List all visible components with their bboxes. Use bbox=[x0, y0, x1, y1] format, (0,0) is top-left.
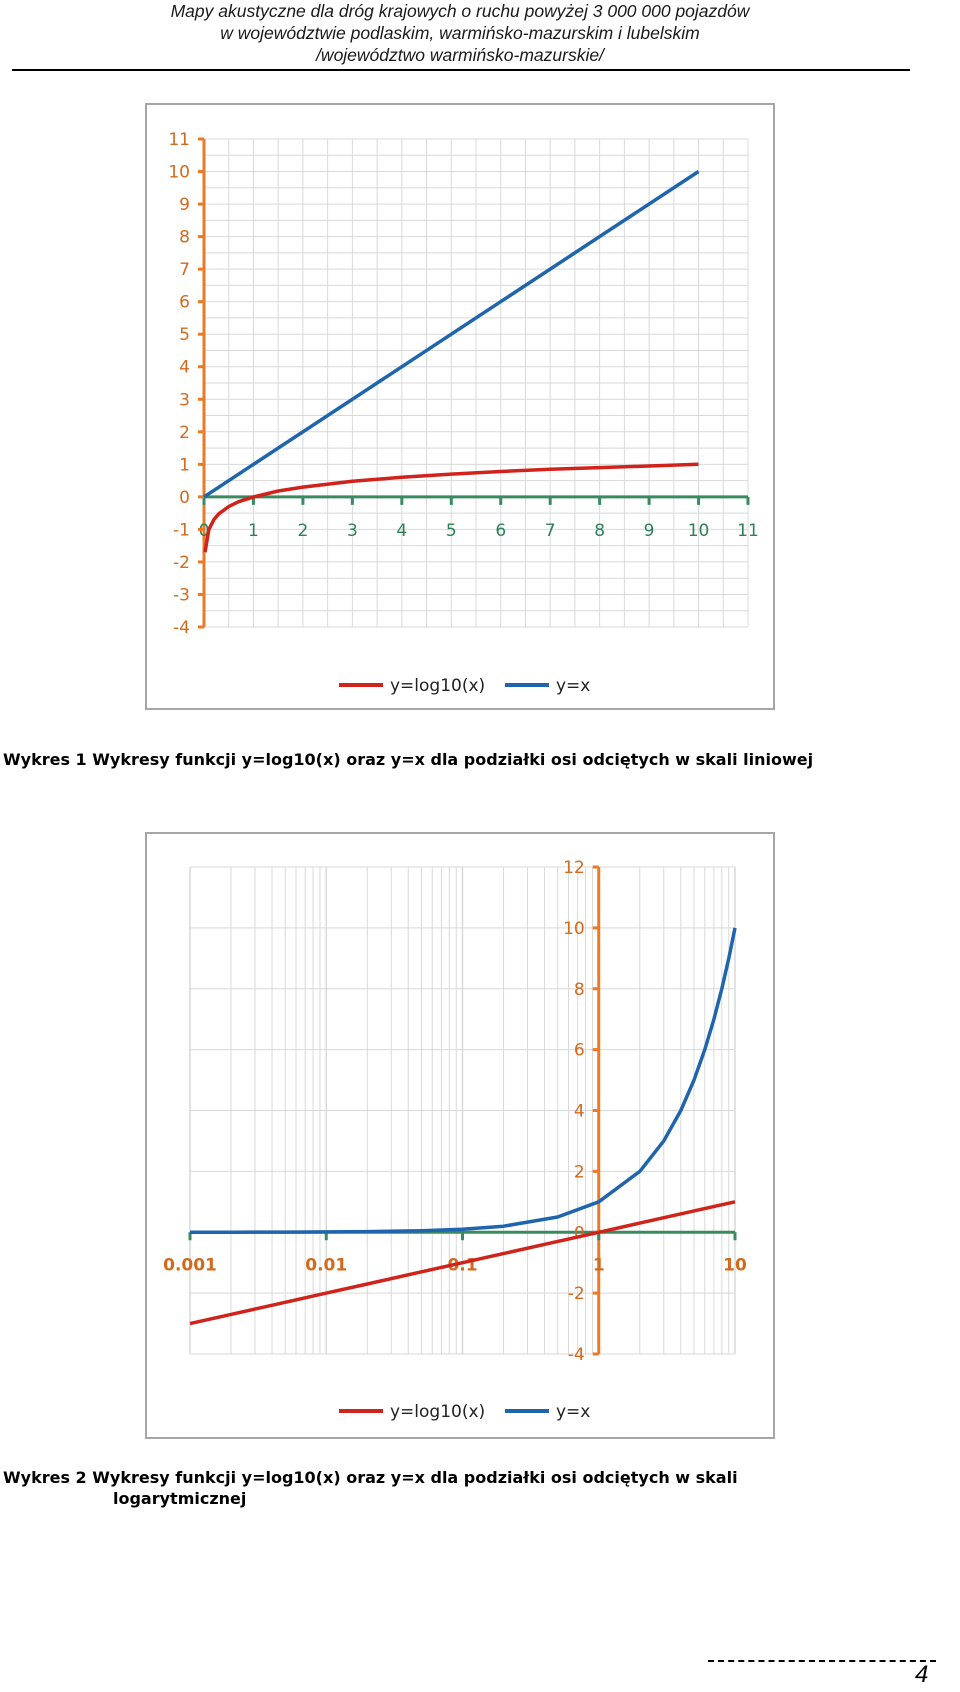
x-tick-label: 10 bbox=[688, 521, 710, 541]
x-tick-label: 3 bbox=[347, 521, 358, 541]
x-tick-label: 1 bbox=[593, 1255, 605, 1275]
y-tick-label: 8 bbox=[574, 980, 585, 1000]
x-tick-label: 4 bbox=[396, 521, 407, 541]
y-tick-label: -4 bbox=[173, 618, 190, 638]
x-tick-label: 8 bbox=[594, 521, 605, 541]
y-tick-label: 8 bbox=[179, 228, 190, 248]
y-tick-label: 2 bbox=[574, 1162, 585, 1182]
y-tick-label: 2 bbox=[179, 423, 190, 443]
header-line-1: Mapy akustyczne dla dróg krajowych o ruc… bbox=[170, 1, 750, 21]
y-tick-label: 5 bbox=[179, 325, 190, 345]
series-line-log10 bbox=[189, 1200, 736, 1326]
x-tick-label: 11 bbox=[737, 521, 759, 541]
y-tick-label: 9 bbox=[179, 195, 190, 215]
y-tick-label: -2 bbox=[173, 553, 190, 573]
chart-1: 0123456789101111109876543210-1-2-3-4y=lo… bbox=[145, 103, 775, 710]
page-header: Mapy akustyczne dla dróg krajowych o ruc… bbox=[0, 0, 920, 66]
y-tick-label: 6 bbox=[179, 293, 190, 313]
y-tick-label: -4 bbox=[568, 1345, 585, 1365]
x-tick-label: 5 bbox=[446, 521, 457, 541]
y-tick-label: 3 bbox=[179, 390, 190, 410]
legend-label: y=x bbox=[556, 676, 590, 696]
x-tick-label: 1 bbox=[248, 521, 259, 541]
series-line-log10 bbox=[203, 462, 699, 553]
x-tick-label: 9 bbox=[644, 521, 655, 541]
x-tick-label: 2 bbox=[297, 521, 308, 541]
y-tick-label: 4 bbox=[179, 358, 190, 378]
x-tick-label: 10 bbox=[723, 1255, 747, 1275]
chart-2-caption: Wykres 2 Wykresy funkcji y=log10(x) oraz… bbox=[3, 1467, 903, 1509]
y-tick-label: 10 bbox=[168, 163, 190, 183]
chart-2-caption-line-2: logarytmicznej bbox=[113, 1489, 247, 1508]
y-tick-label: 7 bbox=[179, 260, 190, 280]
x-tick-label: 0.001 bbox=[163, 1255, 217, 1275]
footer-divider bbox=[708, 1660, 936, 1662]
y-tick-label: 0 bbox=[574, 1223, 585, 1243]
header-line-2: w województwie podlaskim, warmińsko-mazu… bbox=[220, 23, 700, 43]
y-tick-label: 1 bbox=[179, 455, 190, 475]
y-tick-label: 12 bbox=[563, 858, 585, 878]
chart-2-caption-line-1: Wykres 2 Wykresy funkcji y=log10(x) oraz… bbox=[3, 1468, 738, 1487]
header-line-3: /województwo warmińsko-mazurskie/ bbox=[316, 45, 604, 65]
y-tick-label: 11 bbox=[168, 130, 190, 150]
chart-1-caption: Wykres 1 Wykresy funkcji y=log10(x) oraz… bbox=[3, 750, 814, 769]
chart-1-svg: 0123456789101111109876543210-1-2-3-4y=lo… bbox=[168, 130, 759, 696]
series-line-identity bbox=[190, 927, 737, 1234]
legend-label: y=x bbox=[556, 1402, 590, 1422]
series-line-identity bbox=[203, 170, 700, 499]
y-tick-label: 6 bbox=[574, 1041, 585, 1061]
chart-2: 0.001 0.01 0.1 1 10 12 10 8 6 4 2 0 -2 -4 y=log10(x) y=… bbox=[145, 832, 775, 1439]
x-tick-label: 0.01 bbox=[305, 1255, 347, 1275]
legend-label: y=log10(x) bbox=[390, 1402, 485, 1422]
y-tick-label: -2 bbox=[568, 1284, 585, 1304]
x-tick-label: 7 bbox=[545, 521, 556, 541]
header-divider bbox=[12, 69, 910, 71]
y-tick-label: 10 bbox=[563, 919, 585, 939]
legend-label: y=log10(x) bbox=[390, 676, 485, 696]
x-tick-label: 6 bbox=[495, 521, 506, 541]
page-number: 4 bbox=[915, 1661, 929, 1688]
y-tick-label: 4 bbox=[574, 1102, 585, 1122]
y-tick-label: 0 bbox=[179, 488, 190, 508]
y-tick-label: -3 bbox=[173, 585, 190, 605]
y-tick-label: -1 bbox=[173, 520, 190, 540]
